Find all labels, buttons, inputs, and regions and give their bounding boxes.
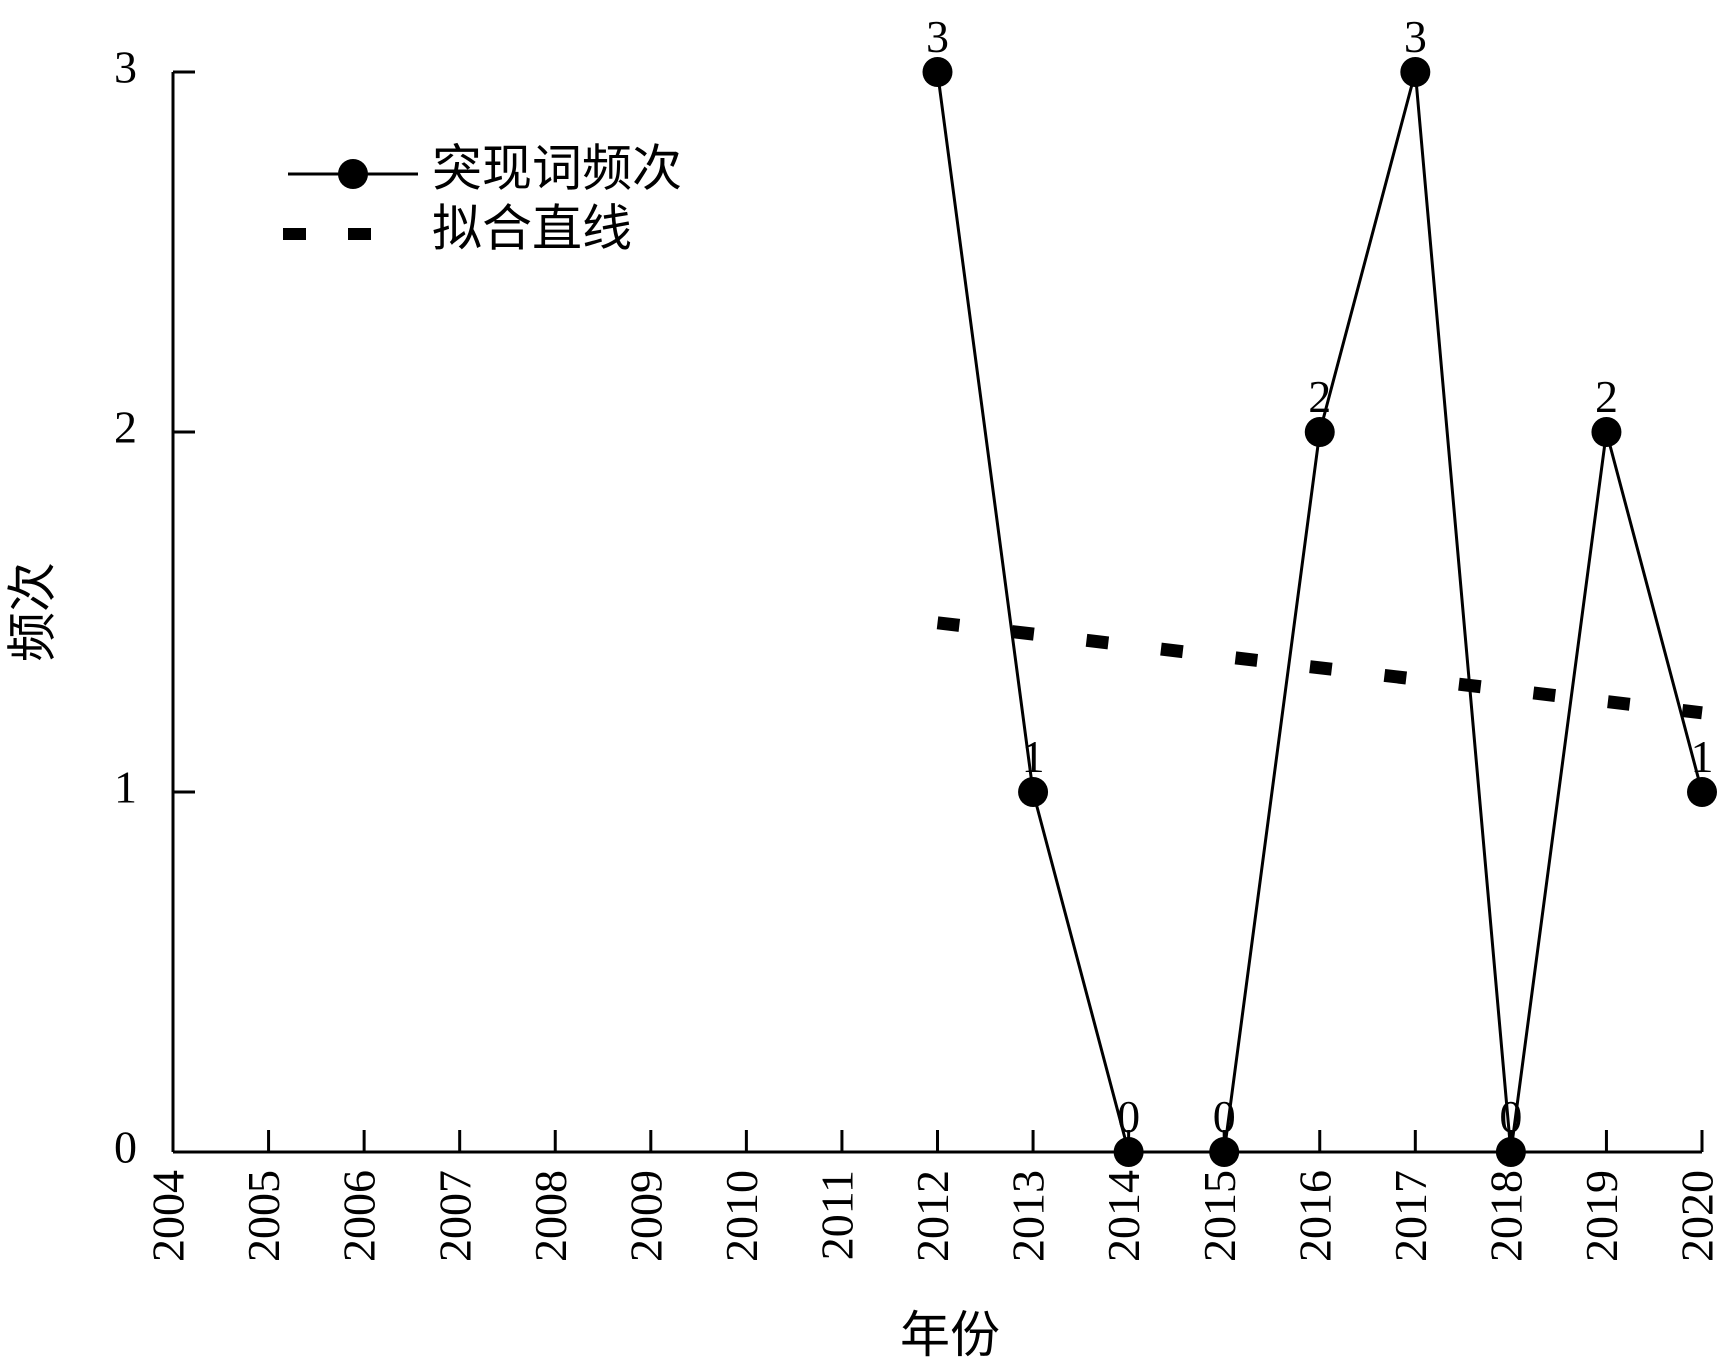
legend-marker-sample — [338, 159, 368, 189]
y-axis-title: 频次 — [4, 562, 60, 662]
x-tick-label: 2004 — [143, 1170, 194, 1262]
legend-label-series: 突现词频次 — [432, 140, 682, 196]
x-tick-label: 2012 — [907, 1170, 958, 1262]
y-ticks: 0 1 2 3 — [114, 42, 195, 1173]
y-tick-label: 2 — [114, 402, 137, 453]
x-tick-label: 2011 — [812, 1170, 863, 1260]
fit-line — [936, 616, 1703, 720]
data-label: 0 — [1499, 1091, 1522, 1142]
data-point — [1591, 417, 1622, 447]
series-line — [936, 71, 1704, 1154]
x-tick-label: 2019 — [1576, 1170, 1627, 1262]
x-tick-label: 2018 — [1480, 1170, 1531, 1262]
data-point — [1687, 777, 1717, 807]
data-label-layer: 3 1 0 0 2 3 0 2 1 — [926, 11, 1714, 1142]
data-label: 3 — [926, 11, 949, 62]
data-point — [1209, 1137, 1240, 1167]
data-label: 3 — [1404, 11, 1427, 62]
legend-label-fit: 拟合直线 — [432, 200, 632, 256]
x-tick-label: 2010 — [716, 1170, 767, 1262]
data-label: 1 — [1022, 731, 1045, 782]
y-tick-label: 1 — [114, 762, 137, 813]
x-tick-label: 2008 — [525, 1170, 576, 1262]
data-label: 0 — [1117, 1091, 1140, 1142]
data-label: 2 — [1308, 371, 1331, 422]
data-point — [1400, 57, 1431, 87]
x-tick-label: 2016 — [1289, 1170, 1340, 1262]
x-tick-label: 2005 — [238, 1170, 289, 1262]
x-tick-label: 2006 — [334, 1170, 385, 1262]
data-label: 0 — [1213, 1091, 1236, 1142]
data-point — [1304, 417, 1335, 447]
data-label: 2 — [1595, 371, 1618, 422]
data-point — [1113, 1137, 1144, 1167]
fit-line-layer — [936, 616, 1703, 720]
data-point — [922, 57, 953, 87]
data-point — [1018, 777, 1049, 807]
y-tick-label: 3 — [114, 42, 137, 93]
data-point — [1495, 1137, 1526, 1167]
y-tick-label: 0 — [114, 1122, 137, 1173]
series-layer — [922, 57, 1717, 1167]
x-axis-title: 年份 — [900, 1307, 1000, 1363]
x-tick-label: 2007 — [429, 1170, 480, 1262]
x-ticks: 2004 2005 2006 2007 2008 2009 2010 2011 2012 2013… — [143, 1130, 1723, 1262]
x-tick-label: 2017 — [1385, 1170, 1436, 1262]
x-tick-label: 2013 — [1003, 1170, 1054, 1262]
data-label: 1 — [1691, 731, 1714, 782]
x-tick-label: 2014 — [1098, 1170, 1149, 1262]
legend: 突现词频次 拟合直线 — [283, 140, 682, 256]
x-tick-label: 2009 — [620, 1170, 671, 1262]
x-tick-label: 2020 — [1672, 1170, 1723, 1262]
x-tick-label: 2015 — [1194, 1170, 1245, 1262]
